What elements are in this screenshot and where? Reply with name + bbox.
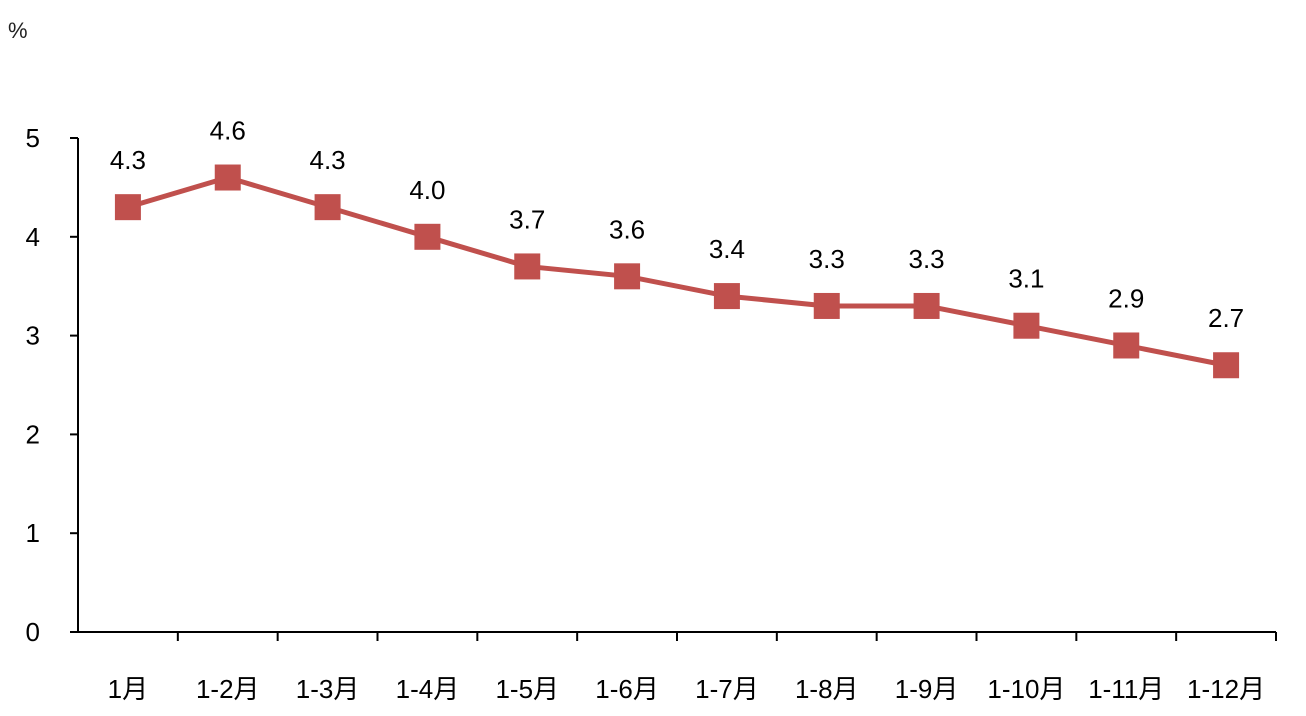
data-point-marker — [514, 253, 541, 280]
data-label: 3.3 — [809, 244, 845, 274]
data-point-marker — [813, 292, 840, 319]
x-tick-label: 1-11月 — [1088, 674, 1164, 704]
data-point-marker — [614, 263, 641, 290]
x-ticks: 1月 1-2月 1-3月 1-4月 1-5月 1-6月 1-7月 1-8月 1-9月 1-10月 1… — [108, 632, 1277, 704]
y-tick-label: 1 — [26, 518, 40, 548]
data-label: 4.0 — [409, 175, 445, 205]
x-tick-label: 1-12月 — [1187, 674, 1265, 704]
x-tick-label: 1-8月 — [795, 674, 859, 704]
data-label: 4.3 — [310, 145, 346, 175]
data-label: 3.4 — [709, 234, 745, 264]
data-point-marker — [1013, 312, 1040, 339]
data-label: 4.6 — [210, 116, 246, 146]
data-label: 3.6 — [609, 214, 645, 244]
x-tick-label: 1-4月 — [396, 674, 460, 704]
x-tick-label: 1-5月 — [495, 674, 559, 704]
data-label: 2.9 — [1108, 283, 1144, 313]
x-tick-label: 1-7月 — [695, 674, 759, 704]
x-tick-label: 1-6月 — [595, 674, 659, 704]
data-point-marker — [1113, 332, 1140, 359]
data-label: 3.1 — [1008, 264, 1044, 294]
data-point-marker — [1213, 352, 1240, 379]
series-line — [127, 175, 1227, 368]
data-point-marker — [713, 283, 740, 310]
x-tick-label: 1-10月 — [987, 674, 1065, 704]
x-tick-label: 1-9月 — [895, 674, 959, 704]
data-point-marker — [913, 292, 940, 319]
y-tick-label: 0 — [26, 617, 40, 647]
data-label: 4.3 — [110, 145, 146, 175]
data-label: 3.3 — [909, 244, 945, 274]
x-tick-label: 1-2月 — [196, 674, 260, 704]
series — [114, 164, 1240, 379]
x-tick-label: 1-3月 — [296, 674, 360, 704]
y-tick-label: 5 — [26, 123, 40, 153]
data-point-marker — [114, 194, 141, 221]
data-label: 2.7 — [1208, 303, 1244, 333]
data-label: 3.7 — [509, 204, 545, 234]
data-point-marker — [414, 223, 441, 250]
data-point-marker — [214, 164, 241, 191]
y-tick-label: 2 — [26, 419, 40, 449]
data-point-marker — [314, 194, 341, 221]
y-ticks: 0 1 2 3 4 5 — [26, 123, 78, 647]
y-tick-label: 4 — [26, 222, 40, 252]
data-labels: 4.3 4.6 4.3 4.0 3.7 3.6 3.4 3.3 3.3 3.1 2.9 2.7 — [110, 116, 1244, 334]
y-tick-label: 3 — [26, 321, 40, 351]
axes — [77, 138, 1276, 633]
y-unit-label: % — [8, 18, 28, 43]
x-tick-label: 1月 — [108, 674, 148, 704]
